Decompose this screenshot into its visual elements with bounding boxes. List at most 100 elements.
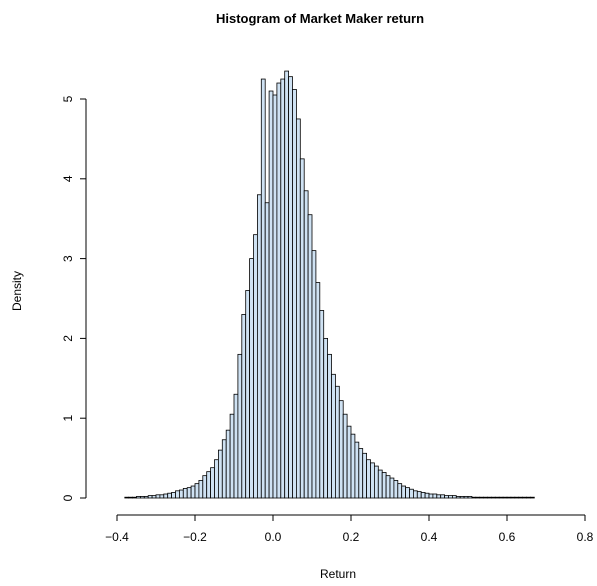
histogram-bar [358, 448, 364, 499]
histogram-bar [307, 214, 313, 499]
histogram-bar [362, 452, 368, 499]
histogram-bar [483, 496, 488, 499]
bars [124, 70, 535, 499]
histogram-bar [397, 483, 403, 499]
histogram-bar [225, 429, 231, 499]
histogram-bar [494, 496, 500, 499]
histogram-bar [272, 94, 278, 499]
histogram-bar [256, 194, 262, 499]
histogram-bar [143, 495, 149, 499]
histogram-bar [147, 495, 153, 499]
histogram-bar [440, 494, 446, 499]
histogram-bar [510, 496, 516, 499]
histogram-bar [303, 190, 309, 499]
y-tick-label: 5 [61, 95, 75, 102]
x-tick-label: 0.4 [421, 530, 438, 544]
x-tick-label: 0.8 [577, 530, 594, 544]
y-tick-label: 1 [61, 415, 75, 422]
histogram-bar [381, 472, 387, 499]
x-axis-label: Return [320, 567, 356, 581]
histogram-bar [385, 475, 391, 499]
histogram-bar [346, 425, 352, 499]
histogram-bar [190, 485, 196, 499]
histogram-bar [331, 373, 336, 499]
histogram-bar [455, 495, 461, 499]
y-axis-label: Density [10, 271, 24, 311]
histogram-bar [264, 202, 270, 499]
histogram-bar [506, 496, 512, 499]
histogram-bar [444, 495, 449, 499]
histogram-bar [498, 496, 504, 499]
histogram-bar [370, 462, 375, 499]
histogram-bar [214, 459, 219, 499]
histogram-bar [366, 459, 371, 499]
histogram-bar [323, 337, 329, 499]
histogram-bar [178, 489, 184, 499]
histogram-bar [451, 495, 457, 499]
histogram-bar [299, 158, 305, 499]
histogram-bar [194, 483, 200, 499]
y-ticks: 0 1 2 3 4 5 [61, 95, 86, 501]
histogram-bar [405, 487, 410, 499]
histogram-bar [136, 495, 141, 499]
histogram-bar [217, 449, 223, 499]
histogram-bar [350, 433, 356, 499]
histogram-bar [280, 78, 286, 499]
histogram-bar [182, 488, 188, 499]
histogram-bar [175, 490, 180, 499]
histogram-bar [284, 70, 290, 499]
histogram-bar [163, 493, 169, 499]
histogram-bar [354, 441, 360, 499]
histogram-bar [487, 496, 492, 499]
chart-title: Histogram of Market Maker return [216, 11, 424, 26]
x-tick-label: −0.4 [105, 530, 129, 544]
histogram-bar [467, 495, 473, 499]
histogram-bar [424, 492, 430, 499]
histogram-bar [245, 290, 250, 499]
histogram-bar [412, 490, 418, 499]
x-tick-label: 0.6 [499, 530, 516, 544]
histogram-bar [315, 282, 321, 499]
histogram-bar [409, 488, 414, 499]
histogram-bar [393, 480, 399, 499]
histogram-bar [128, 496, 133, 499]
y-tick-label: 3 [61, 255, 75, 262]
histogram-bar [526, 496, 531, 499]
histogram-bar [229, 413, 235, 499]
histogram-bar [295, 118, 301, 499]
x-tick-label: 0.0 [265, 530, 282, 544]
histogram-bar [502, 496, 508, 499]
histogram-bar [171, 492, 176, 499]
histogram-bar [268, 90, 274, 499]
histogram-bar [210, 467, 215, 499]
histogram-bar [186, 487, 192, 499]
y-tick-label: 0 [61, 494, 75, 501]
histogram-bar [334, 385, 340, 499]
histogram-bar [249, 258, 254, 499]
histogram-bar [342, 413, 348, 499]
x-tick-label: −0.2 [183, 530, 207, 544]
histogram-bar [155, 494, 161, 499]
x-tick-label: 0.2 [343, 530, 360, 544]
histogram-bar [416, 491, 422, 499]
histogram-bar [530, 496, 535, 499]
histogram-bar [490, 496, 496, 499]
histogram-bar [167, 492, 172, 499]
histogram-bar [159, 494, 165, 499]
histogram-bar [124, 496, 130, 499]
histogram-bar [463, 495, 469, 499]
histogram-bar [260, 78, 266, 499]
histogram-bar [139, 495, 145, 499]
histogram-bar [522, 496, 527, 499]
histogram-bar [241, 314, 247, 499]
y-tick-label: 2 [61, 335, 75, 342]
histogram-bar [132, 496, 137, 499]
histogram-bar [253, 234, 258, 499]
histogram-bar [518, 496, 524, 499]
histogram-bar [420, 492, 426, 499]
histogram-bar [288, 76, 293, 499]
histogram-bar [471, 496, 477, 499]
histogram-bar [479, 496, 485, 499]
histogram-bar [459, 495, 465, 499]
